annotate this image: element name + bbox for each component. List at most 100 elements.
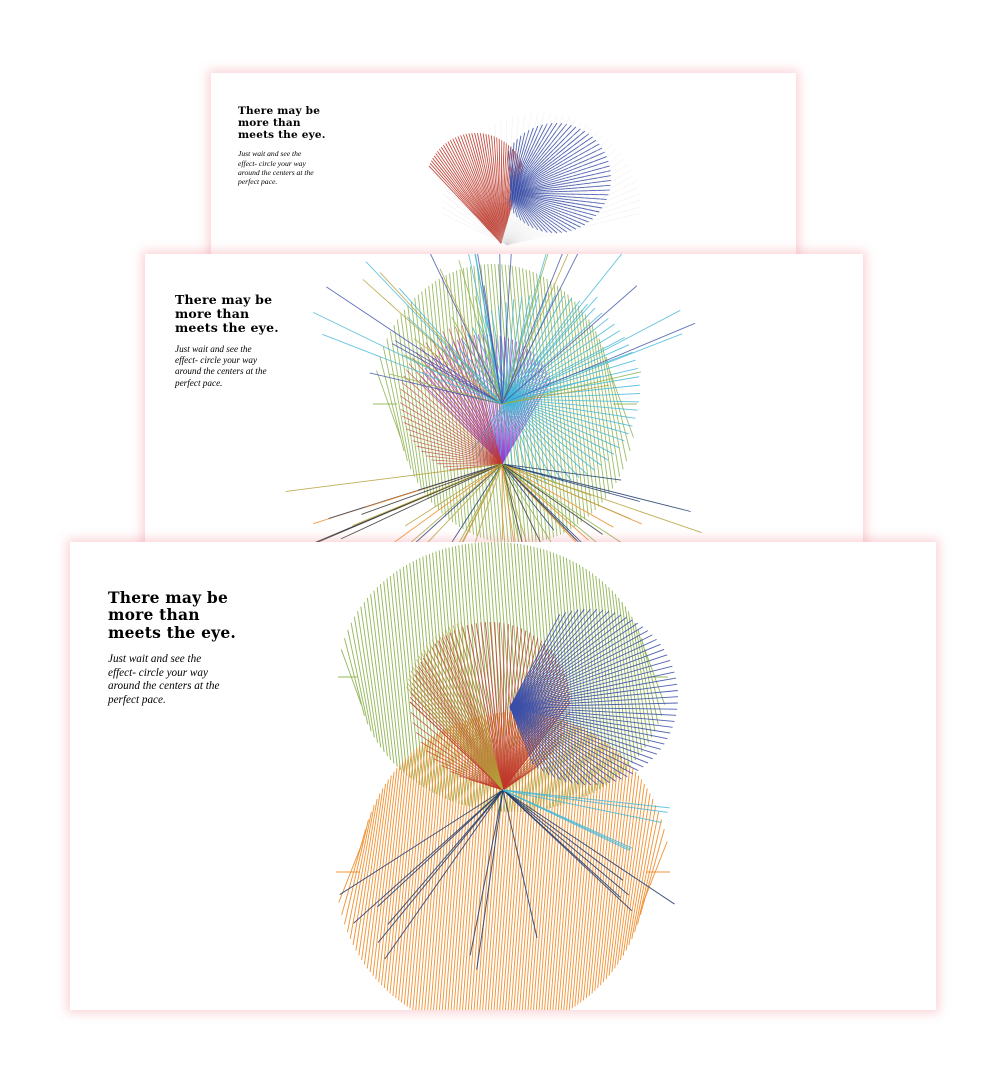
red-line bbox=[420, 741, 504, 791]
orange-line bbox=[628, 798, 654, 946]
orange-line bbox=[381, 758, 406, 986]
red-line bbox=[425, 342, 503, 465]
grey-line bbox=[453, 163, 508, 246]
red-line bbox=[400, 388, 503, 465]
grey-line bbox=[440, 212, 508, 246]
red-line bbox=[502, 625, 514, 791]
orange-line bbox=[389, 750, 415, 994]
blue-line bbox=[510, 128, 581, 194]
cyan-line bbox=[471, 398, 508, 451]
green-line bbox=[592, 573, 613, 781]
red-line bbox=[440, 146, 502, 244]
green-line bbox=[350, 622, 372, 732]
scatter-line bbox=[501, 371, 642, 405]
red-line bbox=[409, 434, 503, 465]
scatter-line bbox=[468, 254, 503, 405]
blue-line bbox=[510, 192, 567, 233]
grey-line bbox=[506, 199, 641, 246]
blue-line bbox=[510, 122, 553, 194]
green-line bbox=[402, 566, 424, 788]
blue-line bbox=[510, 135, 522, 194]
olive-line bbox=[456, 623, 504, 791]
red-line bbox=[452, 138, 502, 244]
slide-copy: There may be more than meets the eye. Ju… bbox=[238, 105, 358, 186]
green-line bbox=[421, 291, 447, 517]
green-line bbox=[631, 616, 653, 738]
scatter-line bbox=[501, 463, 522, 554]
scatter-line bbox=[458, 463, 503, 545]
green-line bbox=[389, 575, 411, 779]
blue-line bbox=[510, 192, 597, 217]
cyan-line bbox=[506, 398, 539, 484]
red-line bbox=[436, 334, 503, 465]
orange-line bbox=[447, 718, 472, 1010]
orange-line bbox=[566, 732, 591, 1010]
grey-line bbox=[460, 153, 508, 246]
blue-line bbox=[510, 192, 600, 213]
green-line bbox=[340, 649, 362, 705]
cyan-line bbox=[506, 398, 531, 483]
orange-line bbox=[594, 753, 620, 991]
green-line bbox=[452, 271, 478, 537]
orange-line bbox=[392, 748, 418, 996]
green-line bbox=[410, 301, 436, 507]
slide-body: Just wait and see the effect- circle you… bbox=[108, 653, 220, 707]
blue-line bbox=[509, 608, 585, 708]
cyan-line bbox=[502, 789, 630, 851]
red-line bbox=[431, 459, 503, 465]
grey-line bbox=[506, 113, 551, 246]
scatter-line bbox=[501, 309, 681, 405]
green-line bbox=[507, 542, 529, 812]
orange-line bbox=[557, 727, 583, 1010]
orange-line bbox=[571, 735, 597, 1009]
olive-line bbox=[460, 621, 504, 791]
navy-line bbox=[502, 789, 675, 905]
scatter-line bbox=[501, 322, 696, 405]
blue-line bbox=[510, 151, 605, 194]
navy-line bbox=[377, 789, 504, 944]
olive-line bbox=[425, 645, 504, 791]
purple-line bbox=[445, 345, 503, 465]
blue-line bbox=[510, 192, 609, 196]
blue-line bbox=[510, 124, 543, 194]
navy-line bbox=[339, 789, 504, 896]
blue-line bbox=[510, 192, 605, 205]
blue-line bbox=[509, 706, 671, 734]
orange-line bbox=[372, 768, 398, 976]
green-line bbox=[591, 325, 617, 483]
scatter-line bbox=[285, 463, 503, 492]
green-line bbox=[407, 305, 433, 503]
red-line bbox=[412, 722, 504, 791]
orange-line bbox=[386, 753, 412, 991]
orange-line bbox=[608, 768, 634, 976]
orange-line bbox=[568, 733, 594, 1010]
grey-line bbox=[468, 143, 508, 246]
grey-line bbox=[464, 148, 508, 246]
blue-line bbox=[509, 706, 661, 750]
line-art-1 bbox=[428, 113, 642, 246]
blue-line bbox=[510, 129, 530, 194]
grey-line bbox=[483, 130, 508, 246]
red-line bbox=[502, 775, 521, 791]
blue-line bbox=[509, 706, 649, 764]
blue-line bbox=[509, 706, 622, 780]
grey-line bbox=[441, 199, 508, 246]
orange-line bbox=[577, 739, 603, 1005]
blue-line bbox=[509, 654, 668, 708]
green-line bbox=[419, 558, 441, 796]
slide-body: Just wait and see the effect- circle you… bbox=[175, 344, 267, 388]
green-line bbox=[582, 566, 604, 788]
red-line bbox=[416, 351, 503, 465]
orange-line bbox=[375, 764, 401, 980]
orange-line bbox=[369, 771, 395, 973]
green-line bbox=[569, 559, 591, 795]
grey-line bbox=[506, 115, 564, 246]
green-line bbox=[370, 594, 392, 760]
green-line bbox=[570, 297, 596, 511]
orange-line bbox=[453, 716, 478, 1010]
grey-line bbox=[506, 143, 614, 246]
olive-line bbox=[423, 648, 504, 791]
green-line bbox=[393, 573, 414, 781]
scatter-line bbox=[501, 254, 623, 405]
blue-line bbox=[510, 192, 518, 218]
